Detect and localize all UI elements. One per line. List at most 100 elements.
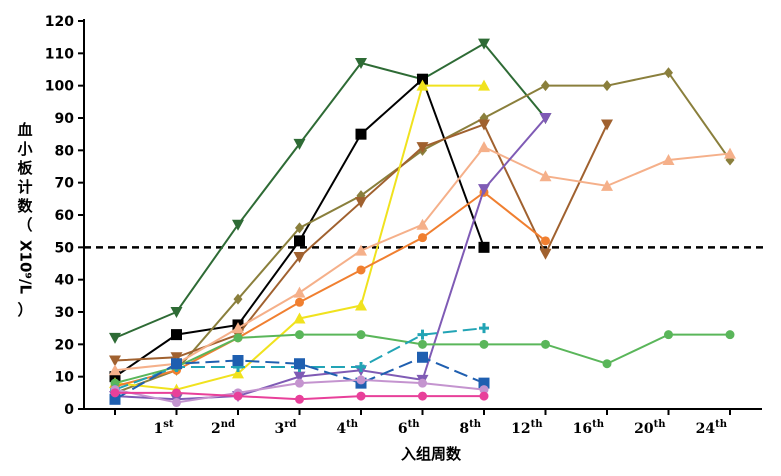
data-series (109, 119, 613, 367)
triangle-down-marker (170, 307, 183, 318)
triangle-down-marker (355, 58, 367, 70)
circle-marker (172, 398, 181, 408)
triangle-up-marker (416, 79, 429, 91)
y-tick-label: 30 (55, 305, 75, 321)
x-tick-label: 20th (634, 419, 666, 437)
square-marker (294, 235, 305, 247)
triangle-up-marker (355, 299, 367, 311)
square-marker (109, 371, 121, 383)
y-tick-label: 0 (64, 402, 74, 418)
square-marker (355, 128, 367, 140)
triangle-up-marker (539, 170, 552, 182)
x-tick-label: 4th (336, 419, 358, 437)
plus-marker (417, 329, 428, 340)
y-axis-title-char: 板 (17, 159, 33, 177)
triangle-down-marker (478, 38, 490, 50)
y-tick-label: 100 (45, 79, 74, 95)
y-tick-label: 80 (55, 143, 75, 159)
circle-marker (295, 378, 304, 388)
y-axis-title-char: 小 (17, 140, 32, 158)
circle-marker (418, 391, 427, 401)
x-tick-label: 2nd (211, 419, 235, 437)
triangle-up-marker (109, 364, 121, 376)
circle-marker (479, 339, 489, 349)
triangle-up-marker (232, 367, 244, 379)
circle-marker (172, 388, 181, 398)
series-line (114, 191, 547, 388)
triangle-down-marker (416, 142, 429, 154)
triangle-up-marker (478, 141, 490, 153)
circle-marker (418, 378, 427, 388)
triangle-down-marker (293, 252, 306, 264)
circle-marker (602, 359, 612, 369)
x-tick-label: 24th (696, 419, 728, 437)
x-tick-label: 3rd (274, 419, 296, 437)
triangle-down-marker (232, 219, 244, 231)
circle-marker (110, 388, 120, 398)
x-tick-label: 1st (154, 419, 174, 437)
x-tick-label: 12th (511, 419, 543, 437)
x-tick-label: 8th (459, 419, 481, 437)
triangle-up-marker (355, 244, 367, 256)
plus-marker (479, 323, 489, 334)
diamond-marker (541, 80, 550, 92)
y-tick-label: 70 (55, 176, 75, 192)
square-marker (232, 355, 244, 366)
triangle-down-marker (293, 138, 306, 150)
square-marker (478, 377, 490, 389)
square-marker (478, 241, 490, 253)
circle-marker (541, 339, 550, 349)
triangle-up-marker (416, 218, 429, 230)
y-axis-title-char: ） (17, 301, 32, 319)
plus-marker (356, 361, 366, 372)
square-marker (109, 393, 121, 405)
y-tick-label: 10 (55, 370, 75, 386)
y-axis-title-char: 计 (17, 178, 32, 196)
triangle-up-marker (601, 179, 613, 191)
circle-marker (356, 265, 366, 275)
x-tick-label: 6th (398, 419, 420, 437)
circle-marker (356, 330, 366, 340)
y-tick-label: 60 (55, 208, 75, 224)
square-marker (171, 358, 182, 370)
y-axis-title-char: 血 (17, 121, 32, 139)
triangle-down-marker (539, 113, 552, 124)
diamond-marker (664, 67, 673, 79)
triangle-up-marker (293, 286, 306, 298)
circle-marker (233, 333, 243, 343)
triangle-down-marker (109, 332, 121, 344)
square-marker (294, 358, 305, 370)
circle-marker (418, 233, 427, 243)
square-marker (171, 329, 182, 341)
diamond-marker (602, 80, 612, 92)
x-axis-title: 入组周数 (401, 445, 462, 463)
triangle-up-marker (293, 312, 306, 324)
series-line (114, 42, 547, 339)
data-series (110, 388, 489, 404)
circle-marker (725, 330, 735, 340)
triangle-down-marker (293, 371, 306, 383)
data-series (110, 330, 735, 388)
square-marker (417, 351, 428, 363)
circle-marker (295, 394, 304, 404)
y-axis-title-char: （ (17, 216, 32, 234)
circle-marker (356, 375, 366, 385)
series-line (114, 123, 608, 362)
triangle-down-marker (355, 197, 367, 209)
y-tick-label: 110 (45, 46, 74, 62)
triangle-down-marker (539, 248, 552, 260)
axes: 0 10 20 30 40 50 60 70 80 90 100 110 120 1st 2nd 3rd 4th… (45, 14, 762, 437)
circle-marker (541, 236, 550, 246)
y-tick-label: 50 (55, 240, 75, 256)
y-tick-label: 40 (55, 273, 75, 289)
circle-marker (479, 391, 489, 401)
circle-marker (295, 297, 304, 307)
triangle-up-marker (724, 147, 736, 159)
circle-marker (356, 391, 366, 401)
triangle-up-marker (232, 322, 244, 334)
y-axis-title-unit: X10⁹/L (17, 240, 35, 294)
